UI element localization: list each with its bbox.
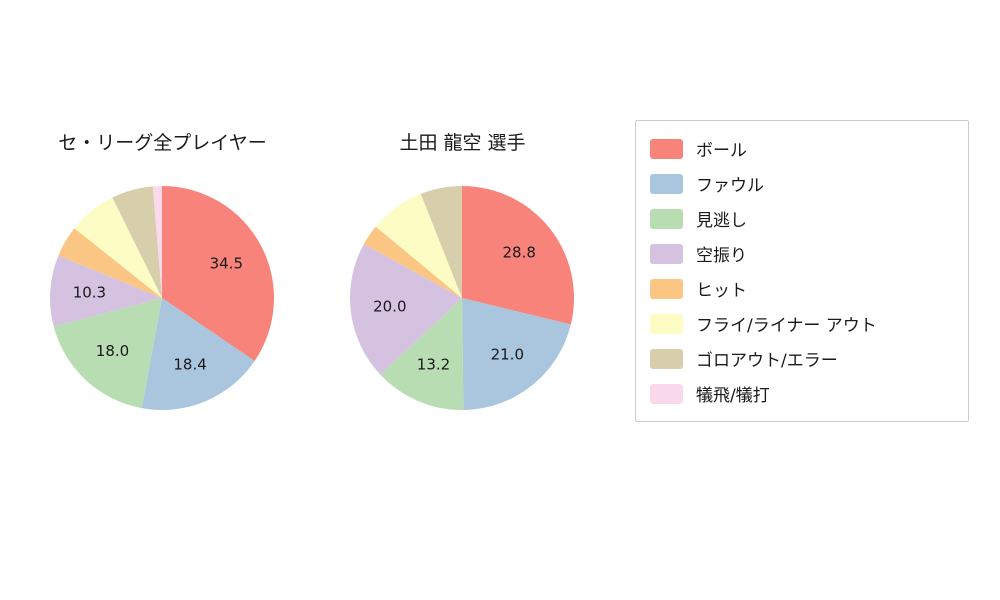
legend-label: フライ/ライナー アウト — [696, 316, 877, 336]
legend-item: ゴロアウト/エラー — [650, 341, 968, 376]
legend-item: ボール — [650, 131, 968, 166]
pie-slice-0 — [162, 186, 274, 361]
pie-slice-5 — [74, 197, 162, 298]
pie-value-label: 13.2 — [417, 356, 450, 374]
legend-swatch — [650, 313, 683, 334]
pie-slice-4 — [363, 226, 462, 298]
legend-label: 犠飛/犠打 — [696, 386, 770, 406]
legend-swatch — [650, 208, 683, 229]
legend-item: 空振り — [650, 236, 968, 271]
pie-slice-4 — [58, 228, 162, 298]
pie-value-label: 18.4 — [173, 356, 206, 374]
pie-chart-player-tsuchida: 28.8 21.0 13.2 20.0 — [349, 186, 574, 410]
pie-value-label: 34.5 — [210, 254, 243, 272]
pie-chart-league-all-players: 34.5 18.4 18.0 10.3 — [50, 185, 274, 411]
pie-value-label: 10.3 — [73, 284, 106, 302]
legend-item: フライ/ライナー アウト — [650, 306, 968, 341]
legend-swatch — [650, 173, 683, 194]
legend-label: 見逃し — [696, 211, 747, 231]
legend-swatch — [650, 383, 683, 404]
pie-slice-7 — [152, 185, 162, 298]
legend-item: ヒット — [650, 271, 968, 306]
pie-slice-6 — [420, 186, 462, 298]
pie-slice-2 — [53, 298, 163, 409]
legend-label: 空振り — [696, 246, 747, 266]
legend-label: ゴロアウト/エラー — [696, 351, 838, 371]
legend-swatch — [650, 138, 683, 159]
legend-swatch — [650, 243, 683, 264]
legend-label: ボール — [696, 141, 747, 161]
legend-label: ファウル — [696, 176, 764, 196]
pie-slice-0 — [462, 186, 574, 325]
pie-slice-6 — [112, 186, 162, 298]
legend-label: ヒット — [696, 281, 747, 301]
legend-swatch — [650, 348, 683, 369]
pie-slice-3 — [349, 244, 462, 375]
right-pie-title: 土田 龍空 選手 — [399, 132, 526, 154]
pie-value-label: 20.0 — [373, 298, 406, 316]
pie-slice-1 — [141, 298, 255, 411]
pie-slice-1 — [462, 298, 571, 410]
legend-item: 見逃し — [650, 201, 968, 236]
pie-value-label: 18.0 — [96, 342, 129, 360]
pie-slice-5 — [375, 193, 462, 298]
left-pie-title: セ・リーグ全プレイヤー — [58, 132, 267, 154]
pie-value-label: 21.0 — [491, 346, 524, 364]
legend-swatch — [650, 278, 683, 299]
legend-item: 犠飛/犠打 — [650, 376, 968, 411]
pie-slice-3 — [50, 255, 163, 327]
pie-slice-2 — [380, 298, 464, 410]
legend-item: ファウル — [650, 166, 968, 201]
legend: ボールファウル見逃し空振りヒットフライ/ライナー アウト ゴロアウト/エラー 犠飛/… — [635, 120, 969, 422]
pie-value-label: 28.8 — [502, 244, 535, 262]
